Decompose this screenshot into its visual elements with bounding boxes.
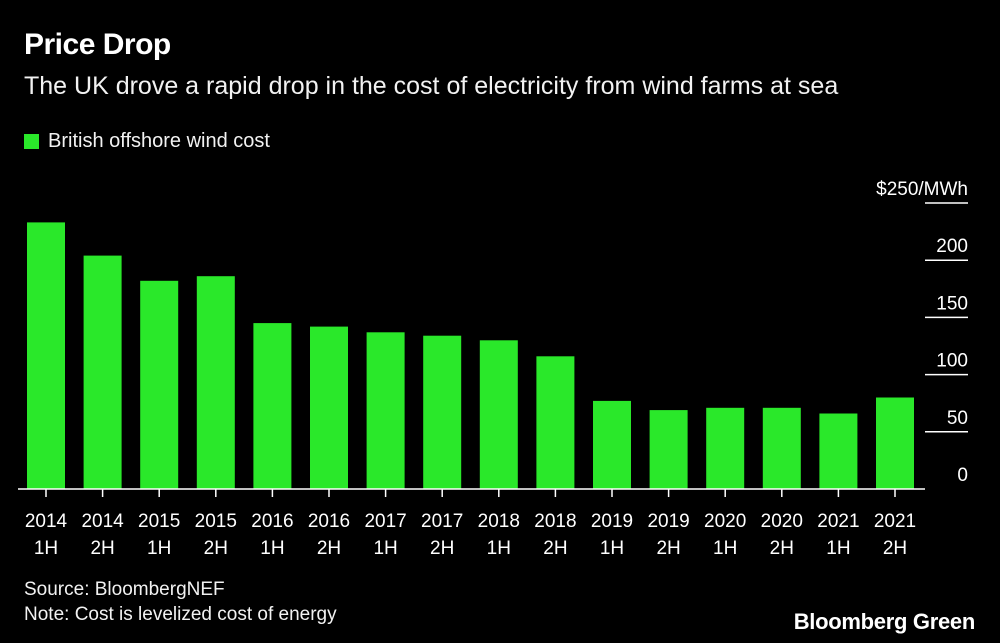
bar	[479, 340, 518, 489]
bar	[593, 400, 631, 489]
y-tick-label: 100	[936, 351, 968, 372]
x-tick-label-year: 2015	[195, 511, 237, 532]
y-tick-label: 150	[936, 293, 968, 314]
y-tick-label: $250/MWh	[876, 179, 968, 200]
x-tick-label-year: 2020	[761, 511, 803, 532]
x-tick-label-year: 2014	[81, 511, 124, 532]
methodology-note: Note: Cost is levelized cost of energy	[24, 604, 337, 625]
x-tick-label-year: 2018	[478, 511, 520, 532]
x-tick-label-half: 1H	[147, 538, 171, 559]
bar	[253, 323, 292, 489]
bar	[706, 407, 745, 489]
x-tick-label-year: 2017	[364, 511, 406, 532]
bar	[83, 255, 122, 489]
y-tick-label: 0	[957, 465, 968, 486]
bar	[762, 407, 801, 489]
legend: British offshore wind cost	[24, 130, 270, 153]
x-tick-label-half: 2H	[204, 538, 228, 559]
x-tick-label-year: 2016	[308, 511, 350, 532]
x-tick-label-year: 2021	[874, 511, 916, 532]
x-tick-label-half: 2H	[317, 538, 341, 559]
bar	[819, 413, 858, 489]
bar	[649, 410, 688, 489]
x-tick-label-half: 1H	[713, 538, 737, 559]
x-tick-label-year: 2014	[25, 511, 68, 532]
x-tick-label-half: 2H	[430, 538, 454, 559]
bar	[140, 280, 179, 489]
brand-logo: Bloomberg Green	[793, 609, 976, 634]
bar	[366, 332, 405, 489]
x-tick-label-half: 2H	[543, 538, 567, 559]
x-tick-label-year: 2019	[647, 511, 689, 532]
source-note: Source: BloombergNEF	[24, 579, 225, 600]
bar	[27, 222, 65, 489]
x-tick-label-year: 2017	[421, 511, 463, 532]
x-tick-label-year: 2020	[704, 511, 746, 532]
x-tick-label-year: 2021	[817, 511, 859, 532]
x-tick-label-half: 1H	[34, 538, 58, 559]
legend-swatch	[24, 134, 39, 149]
x-tick-label-half: 1H	[600, 538, 624, 559]
bar	[876, 397, 914, 489]
bar	[310, 326, 348, 489]
bar	[536, 356, 575, 489]
x-tick-label-year: 2019	[591, 511, 633, 532]
y-tick-label: 50	[947, 408, 968, 429]
x-tick-label-half: 1H	[373, 538, 397, 559]
chart-footer: Source: BloombergNEF Note: Cost is level…	[24, 577, 337, 627]
x-tick-label-year: 2018	[534, 511, 576, 532]
x-tick-label-year: 2016	[251, 511, 293, 532]
bar	[196, 276, 235, 489]
x-tick-label-half: 2H	[770, 538, 794, 559]
x-tick-label-half: 1H	[487, 538, 511, 559]
y-tick-label: 200	[936, 236, 968, 257]
x-tick-label-half: 2H	[90, 538, 114, 559]
x-tick-label-half: 1H	[826, 538, 850, 559]
bar	[423, 335, 462, 489]
x-tick-label-year: 2015	[138, 511, 180, 532]
x-tick-label-half: 2H	[883, 538, 907, 559]
x-tick-label-half: 1H	[260, 538, 284, 559]
chart-title: Price Drop	[24, 28, 171, 61]
chart-subtitle: The UK drove a rapid drop in the cost of…	[24, 72, 839, 100]
legend-label: British offshore wind cost	[48, 130, 270, 152]
x-tick-label-half: 2H	[656, 538, 680, 559]
